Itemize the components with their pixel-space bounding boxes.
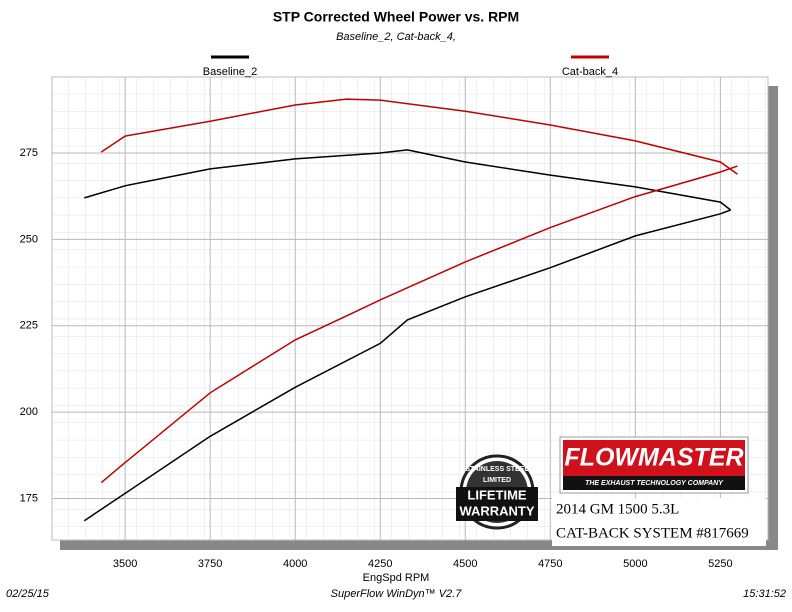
- x-tick-label: 4250: [368, 558, 392, 570]
- y-tick-label: 200: [20, 406, 38, 418]
- footer-time: 15:31:52: [743, 588, 786, 600]
- x-tick-label: 5000: [623, 558, 647, 570]
- data-line: [100, 98, 738, 175]
- y-tick-label: 225: [20, 320, 38, 332]
- legend-label: Baseline_2: [203, 66, 257, 78]
- x-tick-label: 5250: [708, 558, 732, 570]
- chart-title: STP Corrected Wheel Power vs. RPM: [273, 9, 519, 25]
- badge-mid: LIMITED: [483, 477, 511, 484]
- x-tick-label: 4500: [453, 558, 477, 570]
- brand-tagline: THE EXHAUST TECHNOLOGY COMPANY: [585, 480, 724, 487]
- text-box: [552, 498, 766, 546]
- data-line: [100, 165, 738, 484]
- badge-line2: WARRANTY: [459, 503, 534, 518]
- y-tick-label: 275: [20, 147, 38, 159]
- x-tick-label: 3500: [113, 558, 137, 570]
- frame-shadow: [768, 86, 778, 550]
- data-line: [84, 149, 732, 211]
- vehicle-text: 2014 GM 1500 5.3L: [556, 501, 679, 517]
- badge-line1: LIFETIME: [467, 487, 527, 502]
- x-tick-label: 4000: [283, 558, 307, 570]
- brand-name: FLOWMASTER: [564, 444, 743, 472]
- frame-shadow: [60, 540, 778, 550]
- warranty-badge: STAINLESS STEEL LIMITED LIFETIME WARRANT…: [456, 454, 538, 530]
- y-tick-label: 175: [20, 492, 38, 504]
- legend-label: Cat-back_4: [562, 66, 618, 78]
- chart-subtitle: Baseline_2, Cat-back_4,: [336, 31, 456, 43]
- data-line: [83, 209, 731, 522]
- x-axis-label: EngSpd RPM: [363, 572, 430, 584]
- x-tick-label: 4750: [538, 558, 562, 570]
- badge-top: STAINLESS STEEL: [465, 466, 529, 473]
- footer-date: 02/25/15: [6, 588, 50, 600]
- y-tick-label: 250: [20, 233, 38, 245]
- brand-logo: FLOWMASTER THE EXHAUST TECHNOLOGY COMPAN…: [559, 436, 749, 494]
- x-tick-label: 3750: [198, 558, 222, 570]
- system-text: CAT-BACK SYSTEM #817669: [556, 525, 749, 541]
- footer-software: SuperFlow WinDyn™ V2.7: [331, 588, 463, 600]
